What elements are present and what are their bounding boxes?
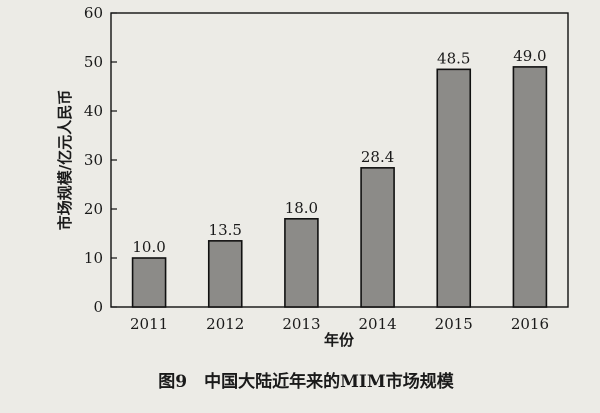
bar-2011 bbox=[131, 257, 167, 308]
x-tick-label-2013: 2013 bbox=[282, 315, 320, 333]
bar-2014 bbox=[360, 167, 395, 308]
y-tick-label: 50 bbox=[84, 53, 103, 71]
x-axis-ticks: 2011 2012 2013 2014 2015 2016 bbox=[130, 315, 549, 333]
data-label-2012: 13.5 bbox=[209, 221, 242, 239]
figure-caption: 图9 中国大陆近年来的MIM市场规模 bbox=[158, 371, 454, 392]
x-tick-label-2014: 2014 bbox=[358, 315, 396, 333]
x-tick-label-2012: 2012 bbox=[206, 315, 244, 333]
data-labels: 10.0 13.5 18.0 28.4 48.5 49.0 bbox=[132, 47, 546, 256]
plot-frame bbox=[110, 12, 569, 308]
y-tick-label: 20 bbox=[84, 200, 103, 218]
data-label-2016: 49.0 bbox=[513, 47, 546, 65]
data-label-2015: 48.5 bbox=[437, 49, 470, 67]
data-label-2013: 18.0 bbox=[285, 199, 318, 217]
data-label-2014: 28.4 bbox=[361, 148, 394, 166]
y-tick-label: 60 bbox=[84, 4, 103, 22]
y-tick-label: 0 bbox=[93, 298, 103, 316]
bars bbox=[131, 66, 548, 308]
y-tick-label: 30 bbox=[84, 151, 103, 169]
data-label-2011: 10.0 bbox=[132, 238, 165, 256]
bar-2015 bbox=[436, 68, 472, 308]
bar-2016 bbox=[512, 66, 548, 308]
bar-2012 bbox=[207, 240, 243, 308]
y-axis-ticks: 0 10 20 30 40 50 60 bbox=[84, 4, 117, 316]
x-tick-label-2015: 2015 bbox=[435, 315, 473, 333]
x-tick-label-2011: 2011 bbox=[130, 315, 168, 333]
x-axis-title: 年份 bbox=[324, 331, 355, 349]
y-tick-label: 40 bbox=[84, 102, 103, 120]
y-axis-title: 市场规模/亿元人民币 bbox=[56, 90, 74, 230]
bar-2013 bbox=[284, 218, 319, 308]
x-tick-label-2016: 2016 bbox=[511, 315, 549, 333]
y-tick-label: 10 bbox=[84, 249, 103, 267]
